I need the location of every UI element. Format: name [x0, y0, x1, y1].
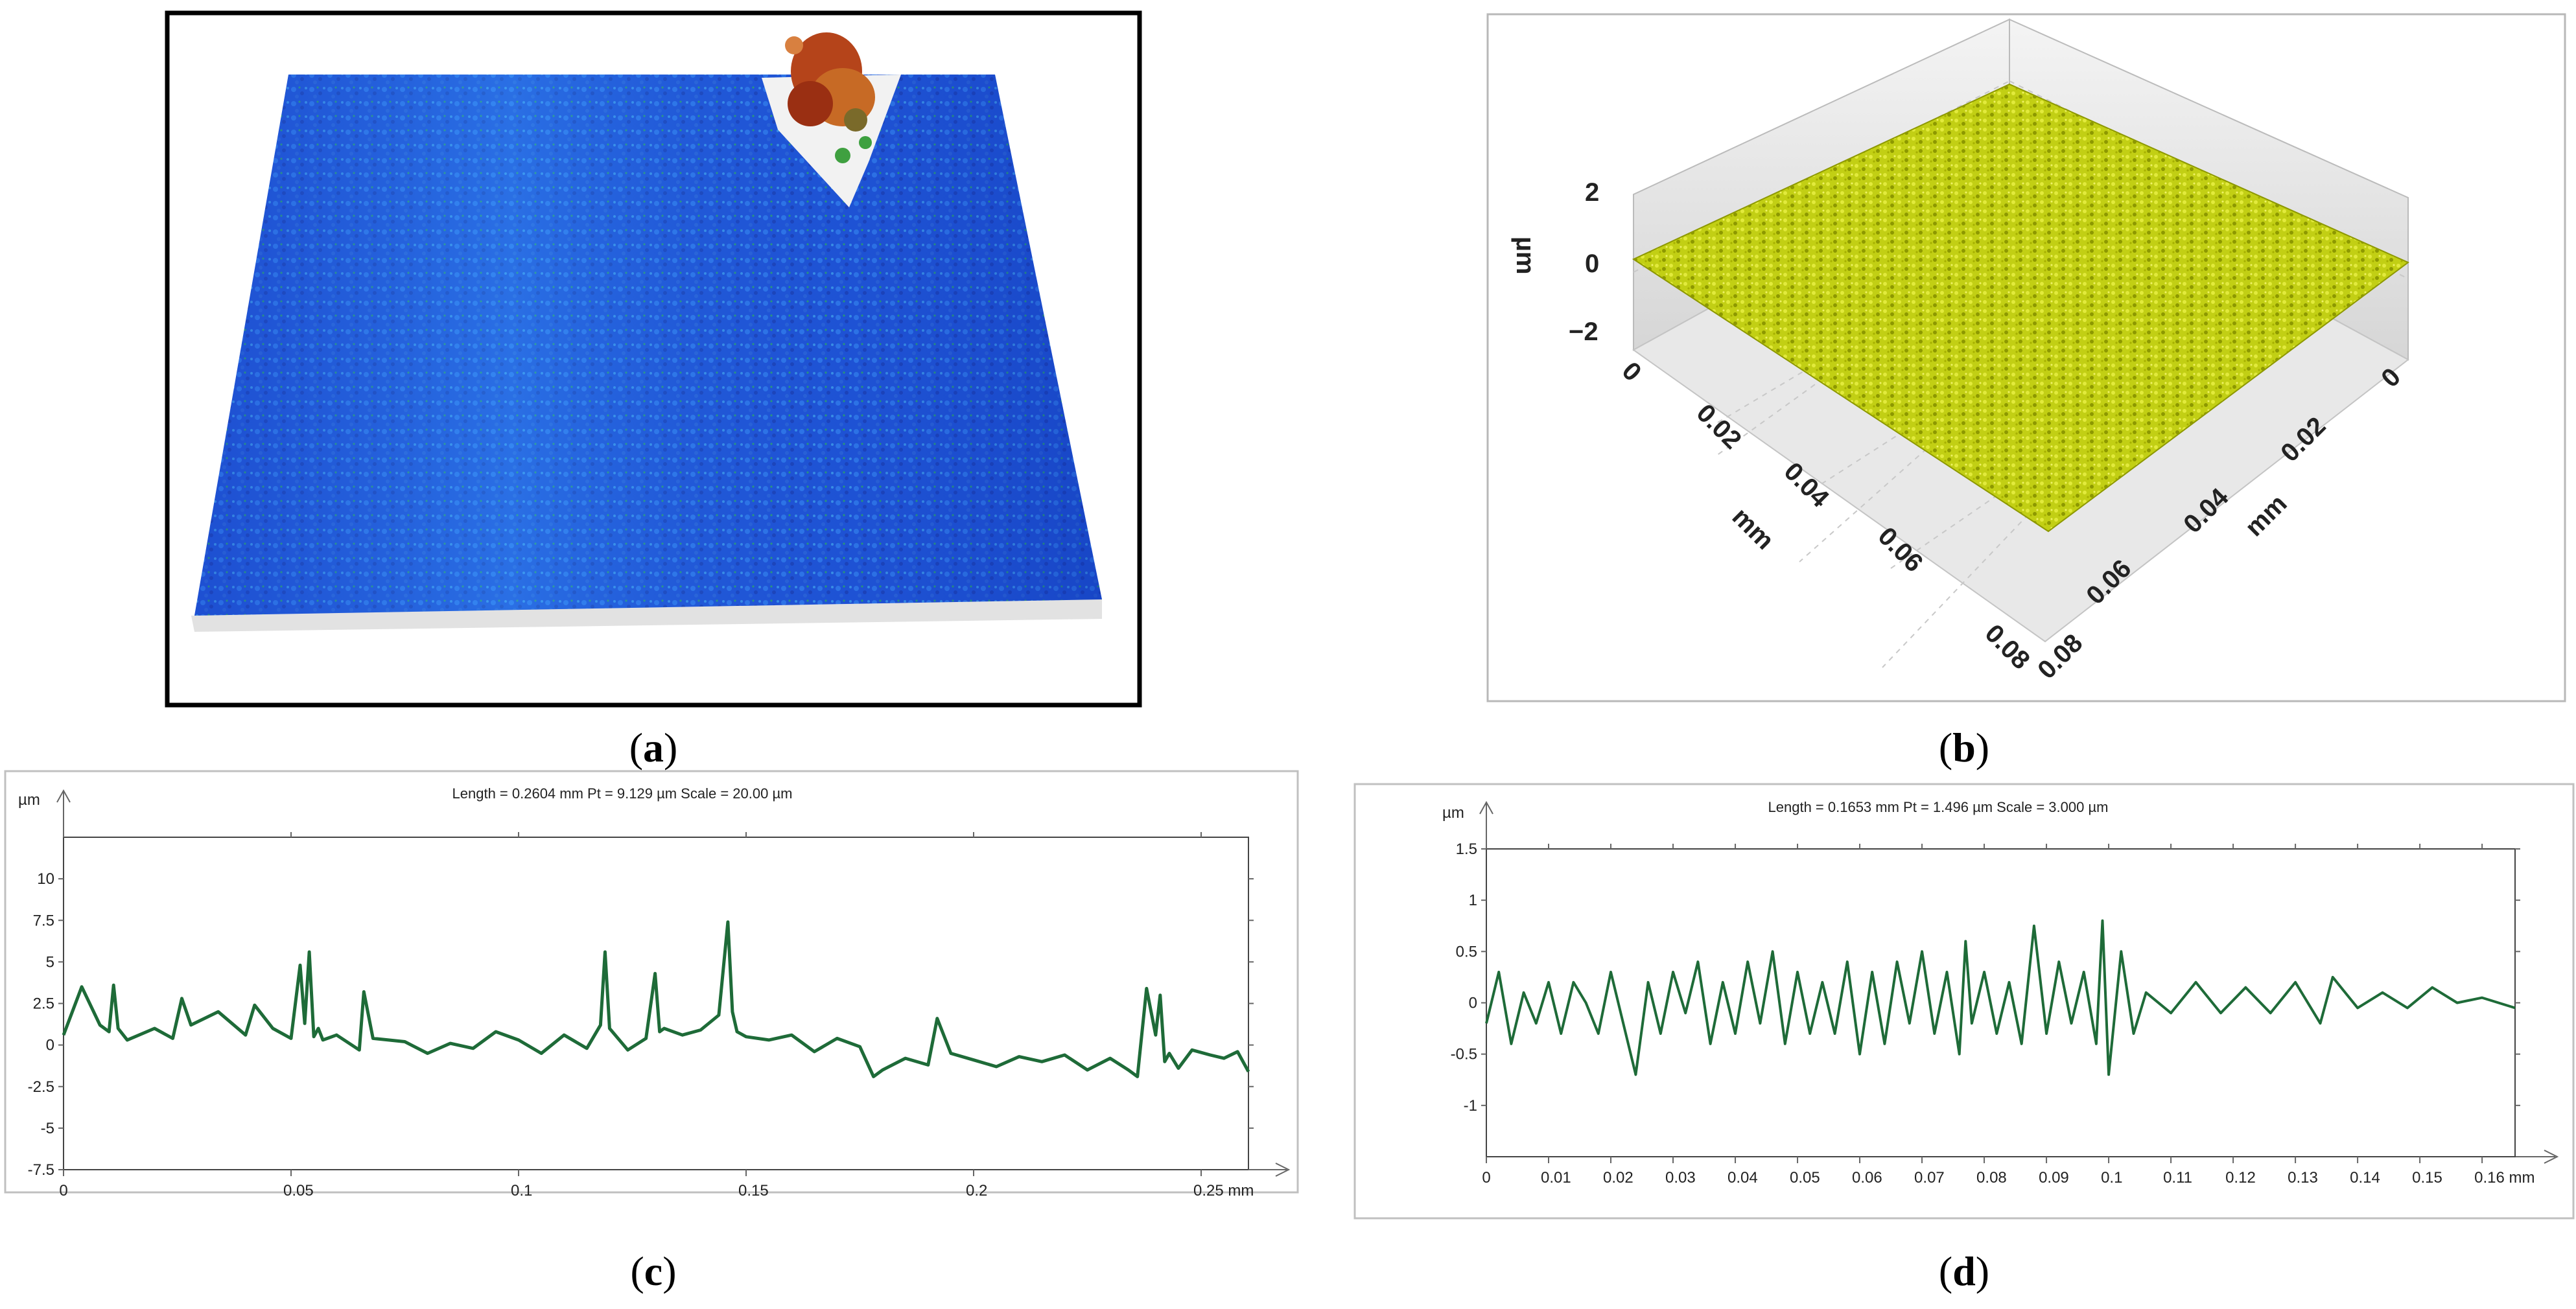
- surface-base: [191, 599, 1102, 632]
- chart-d-x-tick-label: 0.06: [1852, 1169, 1882, 1187]
- surface-3d: [1632, 83, 2409, 533]
- panel-d: Length = 0.1653 mm Pt = 1.496 µm Scale =…: [1353, 783, 2575, 1220]
- chart-d-x-tick-label: 0.09: [2039, 1169, 2069, 1187]
- chart-d-x-tick-label: 0.13: [2288, 1169, 2318, 1187]
- chart-d-x-tick-label: 0.1: [2101, 1169, 2122, 1187]
- chart-c-y-tick-label: 10: [37, 870, 54, 888]
- chart-d-y-tick-label: 0: [1469, 995, 1477, 1012]
- chart-d-y-tick-label: -0.5: [1451, 1046, 1477, 1063]
- chart-c-header: Length = 0.2604 mm Pt = 9.129 µm Scale =…: [452, 785, 793, 802]
- chart-c-y-tick-label: -2.5: [28, 1078, 54, 1096]
- z-tick-2: 2: [1585, 178, 1599, 207]
- panel-c-frame: [4, 770, 1299, 1194]
- chart-d-x-tick-label: 0.03: [1665, 1169, 1696, 1187]
- chart-d-y-tick-label: 1: [1469, 892, 1477, 909]
- z-tick-0: 0: [1585, 249, 1599, 278]
- chart-c-y-tick-label: -7.5: [28, 1161, 54, 1179]
- chart-d-x-tick-label: 0: [1482, 1169, 1490, 1187]
- chart-d-x-tick-label: 0.07: [1914, 1169, 1945, 1187]
- chart-d-x-ticks: 0 0.01 0.02 0.03 0.04 0.05 0.06 0.07 0.08 0.09 0.1…: [1482, 844, 2535, 1187]
- chart-c-x-tick-label: 0.1: [511, 1182, 532, 1199]
- chart-d-x-tick-label: 0.01: [1541, 1169, 1571, 1187]
- chart-d-x-tick-label: 0.05: [1790, 1169, 1820, 1187]
- chart-c-y-tick-label: 5: [46, 953, 54, 971]
- caption-c: (c): [630, 1248, 676, 1294]
- chart-c-x-tick-label: 0: [59, 1182, 67, 1199]
- panel-b: µm 2 0 −2 0 0.02 0.04 0.06 0.08 mm 0 0.0…: [1486, 13, 2566, 702]
- chart-d-x-tick-label: 0.08: [1976, 1169, 2007, 1187]
- z-tick-neg2: −2: [1569, 318, 1598, 346]
- chart-d-x-tick-label: 0.04: [1727, 1169, 1758, 1187]
- z-axis-label: µm: [1511, 237, 1540, 275]
- surface-peak: [785, 32, 875, 163]
- chart-c-y-tick-label: 0: [46, 1037, 54, 1054]
- chart-d-profile-line: [1485, 919, 2516, 1076]
- chart-c-x-tick-label: 0.05: [283, 1182, 314, 1199]
- chart-d-header: Length = 0.1653 mm Pt = 1.496 µm Scale =…: [1768, 799, 2109, 815]
- panel-a: [165, 10, 1142, 708]
- caption-a: (a): [629, 724, 678, 770]
- surface-shading: [194, 75, 1102, 616]
- chart-c-x-tick-label: 0.15: [738, 1182, 769, 1199]
- caption-b: (b): [1939, 724, 1989, 770]
- chart-d-y-ticks: 1.5 1 0.5 0 -0.5 -1: [1451, 840, 2520, 1115]
- chart-d-ylabel: µm: [1442, 804, 1464, 822]
- chart-c-x-tick-label: 0.2: [966, 1182, 987, 1199]
- chart-c-x-ticks: 0 0.05 0.1 0.15 0.2 0.25 mm: [59, 832, 1254, 1199]
- chart-d-y-arrow: [1479, 800, 1493, 815]
- chart-c-y-arrow: [56, 789, 71, 803]
- chart-c-y-tick-label: 2.5: [33, 995, 54, 1013]
- chart-d-y-tick-label: 1.5: [1456, 840, 1477, 858]
- panel-c: Length = 0.2604 mm Pt = 9.129 µm Scale =…: [4, 770, 1299, 1199]
- chart-d-y-tick-label: -1: [1464, 1097, 1477, 1115]
- chart-c-y-tick-label: -5: [41, 1120, 54, 1137]
- chart-c-profile-line: [62, 920, 1250, 1078]
- chart-d-y-tick-label: 0.5: [1456, 943, 1477, 960]
- chart-d-x-tick-label: 0.15: [2412, 1169, 2442, 1187]
- chart-d-x-tick-label: 0.16 mm: [2474, 1169, 2535, 1187]
- chart-c-x-tick-label: 0.25 mm: [1193, 1182, 1254, 1199]
- chart-d-x-tick-label: 0.11: [2163, 1169, 2192, 1187]
- caption-d: (d): [1939, 1248, 1989, 1294]
- chart-c-ylabel: µm: [18, 791, 40, 809]
- chart-c-x-arrow: [1275, 1163, 1291, 1177]
- chart-d-x-tick-label: 0.02: [1603, 1169, 1633, 1187]
- chart-d-x-arrow: [2544, 1150, 2559, 1164]
- chart-c-y-ticks: 10 7.5 5 2.5 0 -2.5 -5 -7.5: [28, 870, 1254, 1179]
- chart-d-x-tick-label: 0.14: [2350, 1169, 2380, 1187]
- chart-c-y-tick-label: 7.5: [33, 912, 54, 929]
- chart-d-x-tick-label: 0.12: [2225, 1169, 2256, 1187]
